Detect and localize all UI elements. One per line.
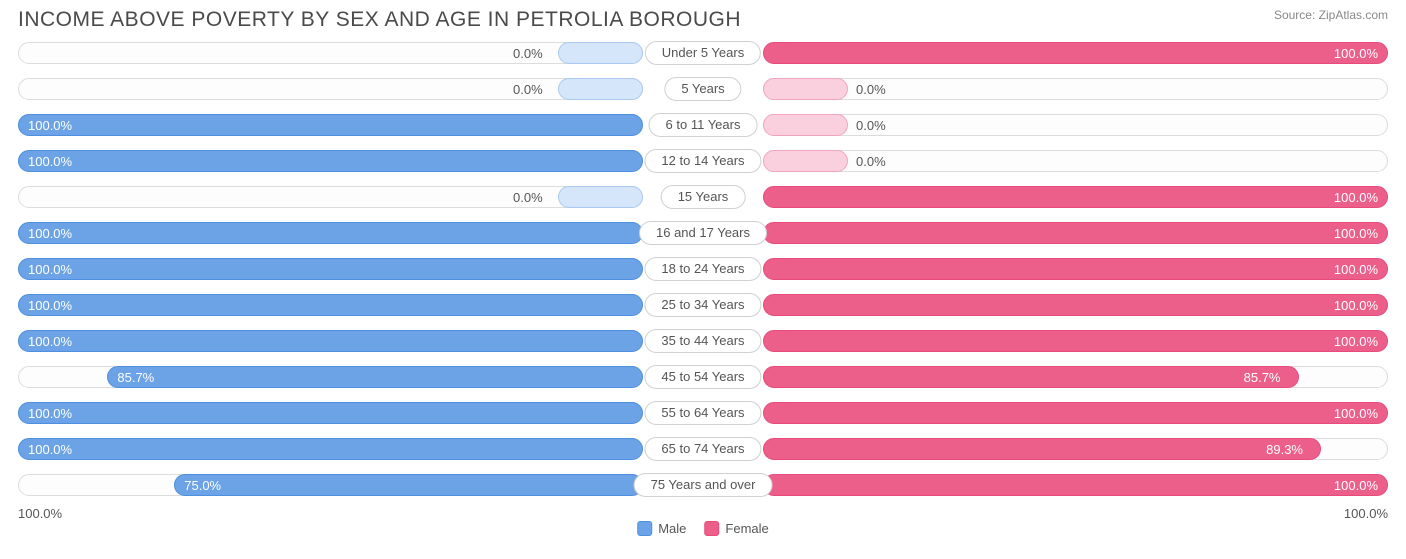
female-bar [763,438,1321,460]
category-label: 5 Years [664,77,741,101]
female-pct-label: 85.7% [1244,370,1281,385]
male-bar [18,438,643,460]
male-bar [18,114,643,136]
legend-female: Female [704,521,768,536]
male-bar [18,402,643,424]
male-pct-label: 100.0% [28,262,72,277]
female-pct-label: 0.0% [856,82,886,97]
male-track [18,42,643,64]
chart-row: 75.0% 100.0% 75 Years and over [18,470,1388,502]
legend-male: Male [637,521,686,536]
axis-right-label: 100.0% [1344,506,1388,521]
female-pct-label: 0.0% [856,154,886,169]
male-ghost [558,42,643,64]
male-pct-label: 0.0% [513,82,543,97]
category-label: 15 Years [661,185,746,209]
female-bar [763,42,1388,64]
female-pct-label: 100.0% [1334,226,1378,241]
female-pct-label: 100.0% [1334,190,1378,205]
female-pct-label: 100.0% [1334,46,1378,61]
male-pct-label: 100.0% [28,334,72,349]
female-bar [763,294,1388,316]
female-bar [763,186,1388,208]
male-pct-label: 0.0% [513,190,543,205]
chart-row: 0.0% 100.0% 15 Years [18,182,1388,214]
male-pct-label: 0.0% [513,46,543,61]
chart-row: 100.0% 89.3% 65 to 74 Years [18,434,1388,466]
chart-row: 100.0% 100.0% 25 to 34 Years [18,290,1388,322]
chart-row: 100.0% 100.0% 35 to 44 Years [18,326,1388,358]
chart-area: 0.0% 100.0% Under 5 Years 0.0% 0.0% 5 Years 10… [0,36,1406,502]
female-bar [763,474,1388,496]
female-bar [763,366,1299,388]
male-ghost [558,186,643,208]
female-ghost [763,114,848,136]
category-label: 25 to 34 Years [644,293,761,317]
axis-left-label: 100.0% [18,506,62,521]
male-pct-label: 100.0% [28,298,72,313]
male-track [18,78,643,100]
chart-row: 100.0% 100.0% 55 to 64 Years [18,398,1388,430]
female-pct-label: 100.0% [1334,334,1378,349]
male-bar [18,294,643,316]
category-label: 12 to 14 Years [644,149,761,173]
female-ghost [763,78,848,100]
male-bar [18,330,643,352]
chart-title: INCOME ABOVE POVERTY BY SEX AND AGE IN P… [18,8,741,32]
legend-male-label: Male [658,521,686,536]
female-bar [763,330,1388,352]
legend-female-label: Female [725,521,768,536]
male-pct-label: 100.0% [28,226,72,241]
category-label: 75 Years and over [634,473,773,497]
male-bar [18,222,643,244]
category-label: Under 5 Years [645,41,761,65]
female-pct-label: 89.3% [1266,442,1303,457]
male-pct-label: 100.0% [28,118,72,133]
chart-row: 0.0% 0.0% 5 Years [18,74,1388,106]
female-pct-label: 100.0% [1334,298,1378,313]
chart-row: 100.0% 100.0% 16 and 17 Years [18,218,1388,250]
chart-row: 100.0% 0.0% 6 to 11 Years [18,110,1388,142]
male-pct-label: 100.0% [28,406,72,421]
male-swatch [637,521,652,536]
female-pct-label: 100.0% [1334,406,1378,421]
female-ghost [763,150,848,172]
category-label: 18 to 24 Years [644,257,761,281]
male-pct-label: 100.0% [28,442,72,457]
male-pct-label: 100.0% [28,154,72,169]
male-bar [174,474,643,496]
female-bar [763,402,1388,424]
female-pct-label: 100.0% [1334,478,1378,493]
male-pct-label: 85.7% [117,370,154,385]
source-label: Source: ZipAtlas.com [1274,8,1388,22]
category-label: 55 to 64 Years [644,401,761,425]
chart-row: 0.0% 100.0% Under 5 Years [18,38,1388,70]
chart-row: 100.0% 100.0% 18 to 24 Years [18,254,1388,286]
female-bar [763,222,1388,244]
chart-row: 85.7% 85.7% 45 to 54 Years [18,362,1388,394]
chart-row: 100.0% 0.0% 12 to 14 Years [18,146,1388,178]
male-bar [18,258,643,280]
category-label: 45 to 54 Years [644,365,761,389]
male-pct-label: 75.0% [184,478,221,493]
category-label: 65 to 74 Years [644,437,761,461]
male-bar [18,150,643,172]
male-bar [107,366,643,388]
category-label: 6 to 11 Years [649,113,758,137]
female-pct-label: 100.0% [1334,262,1378,277]
legend: Male Female [637,521,769,536]
female-bar [763,258,1388,280]
female-pct-label: 0.0% [856,118,886,133]
category-label: 16 and 17 Years [639,221,767,245]
male-track [18,186,643,208]
category-label: 35 to 44 Years [644,329,761,353]
male-ghost [558,78,643,100]
female-swatch [704,521,719,536]
